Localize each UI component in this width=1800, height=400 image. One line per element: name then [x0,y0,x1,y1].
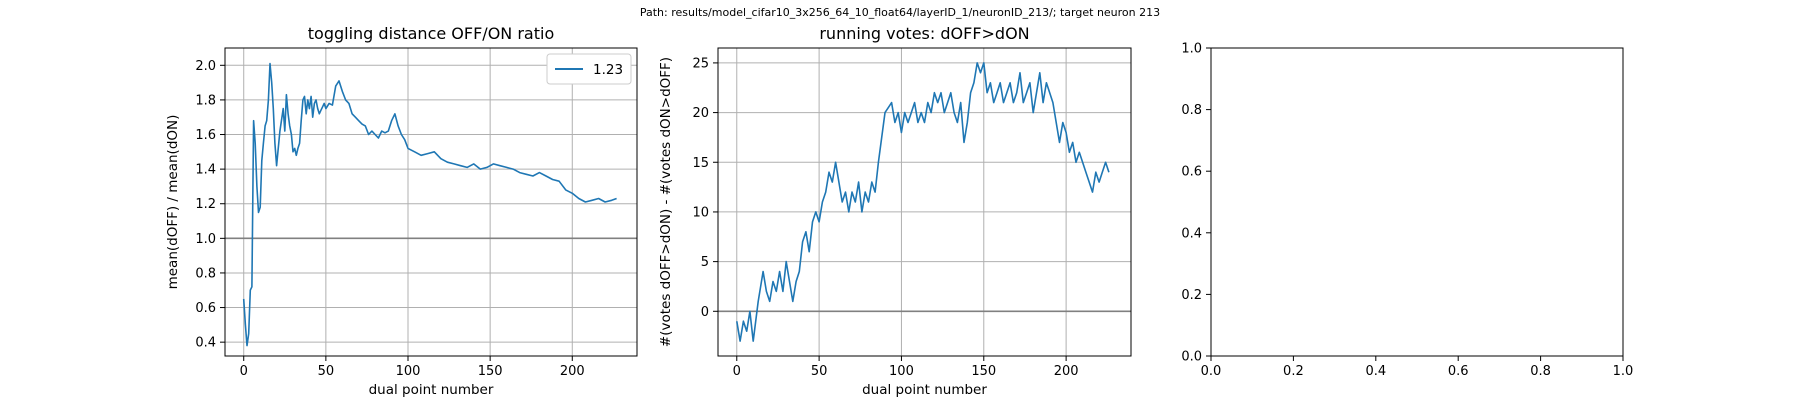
legend-entry-label: 1.23 [593,62,623,78]
chart-1: 0 50 100 150 200 0.4 0.6 0.8 1.0 1.2 1.4 1.6 1.8 2.0 t… [165,24,638,398]
y-tick-label: 0.8 [195,266,216,281]
y-tick-label: 1.6 [195,128,216,143]
axes-frame [1210,47,1624,357]
figure-suptitle: Path: results/model_cifar10_3x256_64_10_… [639,6,1161,19]
y-tick-label: 2.0 [195,59,216,74]
y-tick-label: 0.4 [1181,226,1202,241]
y-tick-label: 0.6 [1181,165,1202,180]
x-tick-label: 200 [1054,364,1079,379]
y-tick-label: 15 [692,156,709,171]
series-line [242,62,617,347]
axes-frame [717,47,1132,357]
series-line [736,62,1110,342]
y-tick-label: 0.2 [1181,288,1202,303]
y-tick-label: 0.8 [1181,103,1202,118]
y-tick-label: 20 [692,106,709,121]
y-axis-label: #(votes dOFF>dON) - #(votes dON>dOFF) [658,57,674,347]
y-tick-label: 1.8 [195,93,216,108]
x-tick-label: 200 [560,364,585,379]
x-tick-label: 0 [733,364,741,379]
chart-title: running votes: dOFF>dON [819,24,1029,43]
x-axis-label: dual point number [369,382,494,398]
x-tick-label: 1.0 [1613,364,1634,379]
x-tick-label: 0 [240,364,248,379]
y-tick-label: 0.4 [195,336,216,351]
y-tick-label: 1.0 [195,232,216,247]
axes-frame [224,47,638,357]
x-tick-label: 0.8 [1530,364,1551,379]
y-tick-label: 1.0 [1181,42,1202,57]
chart-3: 0.0 0.2 0.4 0.6 0.8 1.0 0.0 0.2 0.4 0.6 0.8 1.0 [1181,42,1633,380]
x-tick-label: 150 [971,364,996,379]
x-tick-label: 100 [396,364,421,379]
chart-title: toggling distance OFF/ON ratio [308,24,554,43]
y-tick-label: 1.2 [195,197,216,212]
x-tick-label: 0.4 [1365,364,1386,379]
x-axis-label: dual point number [862,382,987,398]
x-tick-label: 100 [889,364,914,379]
y-tick-label: 0.0 [1181,350,1202,365]
x-tick-label: 150 [478,364,503,379]
y-tick-label: 0 [701,305,709,320]
y-tick-label: 10 [692,205,709,220]
x-tick-label: 0.0 [1201,364,1222,379]
x-tick-label: 50 [318,364,335,379]
chart-2: 0 50 100 150 200 0 5 10 15 20 25 running votes: dOF… [658,24,1132,398]
y-tick-label: 5 [701,255,709,270]
x-tick-label: 50 [811,364,828,379]
y-tick-label: 1.4 [195,163,216,178]
y-axis-label: mean(dOFF) / mean(dON) [165,115,181,290]
y-tick-label: 0.6 [195,301,216,316]
legend-box [546,53,632,85]
x-tick-label: 0.2 [1283,364,1304,379]
y-tick-label: 25 [692,56,709,71]
x-tick-label: 0.6 [1448,364,1469,379]
